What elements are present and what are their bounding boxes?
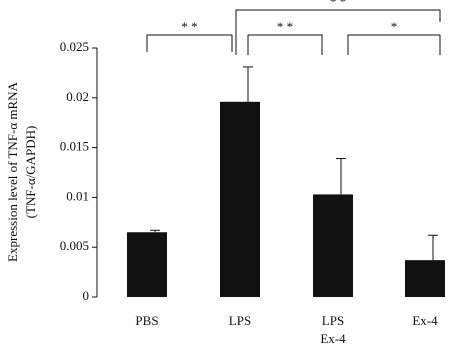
bar xyxy=(313,194,353,297)
significance-bracket xyxy=(146,34,233,52)
y-tick-label: 0.015 xyxy=(60,139,89,154)
y-tick-label: 0.02 xyxy=(66,89,89,104)
significance-bracket xyxy=(347,34,441,55)
y-tick-label: 0.01 xyxy=(66,188,89,203)
x-tick-label: PBS xyxy=(135,313,158,328)
x-tick-label: LPS xyxy=(229,313,251,328)
y-tick-label: 0.025 xyxy=(60,39,89,54)
significance-bracket xyxy=(235,9,441,55)
significance-bracket xyxy=(247,34,323,55)
significance-label: * * xyxy=(277,19,293,34)
bar xyxy=(220,101,260,297)
y-tick-label: 0.005 xyxy=(60,238,89,253)
significance-label: * xyxy=(391,19,398,34)
significance-label: * * xyxy=(330,0,346,9)
significance-label: * * xyxy=(181,19,197,34)
bar xyxy=(405,260,445,297)
x-tick-label: LPS xyxy=(322,313,344,328)
y-tick-label: 0 xyxy=(83,288,90,303)
y-axis-label: Expression level of TNF-α mRNA xyxy=(5,81,20,261)
x-tick-label: Ex-4 xyxy=(320,331,346,345)
x-tick-label: Ex-4 xyxy=(412,313,438,328)
y-axis-label: (TNF-α/GAPDH) xyxy=(23,126,38,219)
bar xyxy=(127,232,167,297)
